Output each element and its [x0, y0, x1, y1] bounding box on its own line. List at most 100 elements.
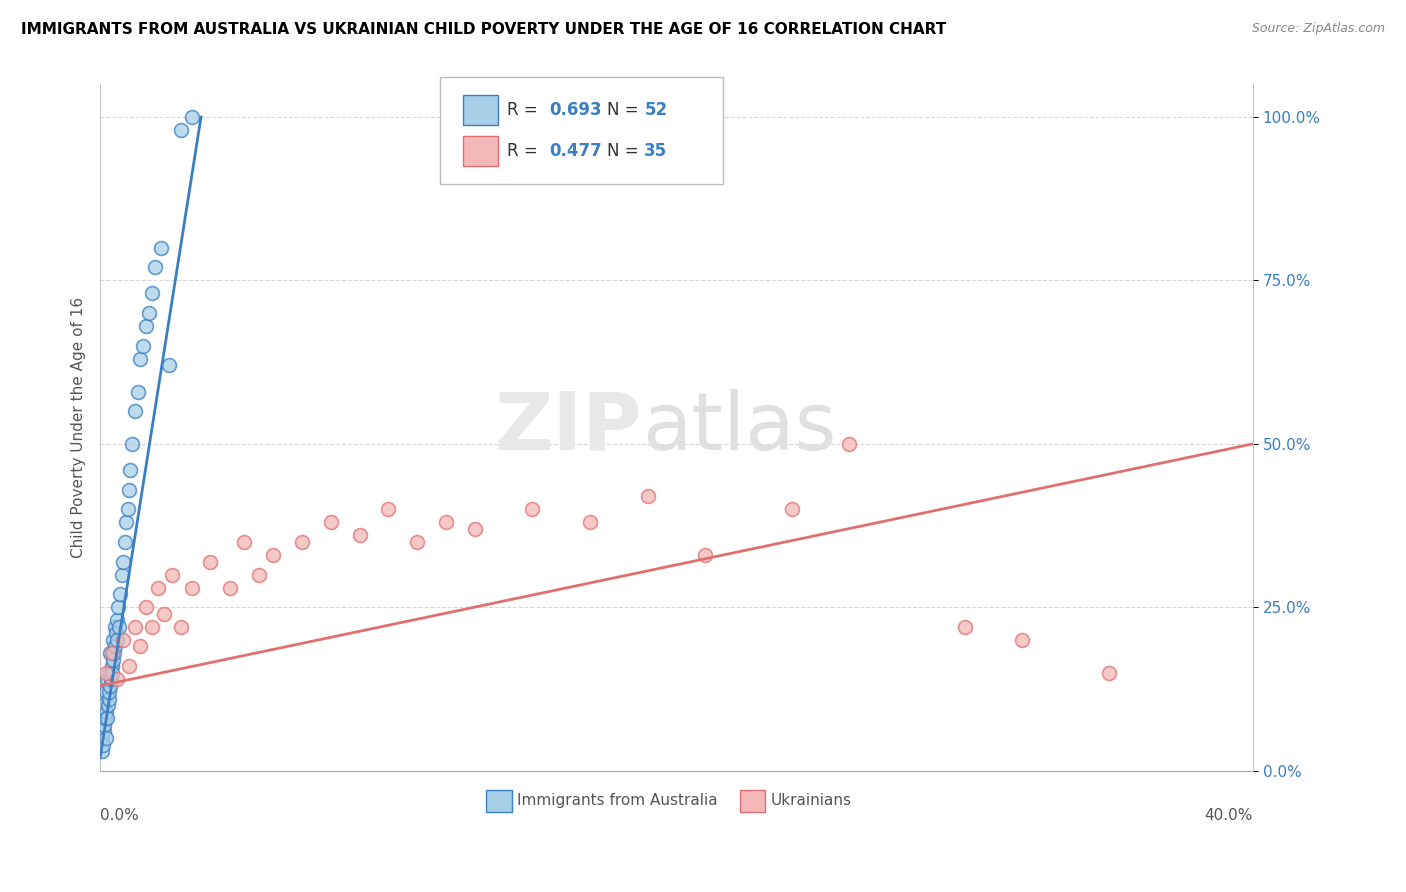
Point	[107, 600, 129, 615]
Point	[135, 600, 157, 615]
Point	[100, 659, 122, 673]
Point	[124, 404, 146, 418]
Point	[120, 463, 142, 477]
Point	[127, 384, 149, 399]
Text: 0.477: 0.477	[550, 142, 603, 160]
Point	[1011, 632, 1033, 647]
Point	[98, 646, 121, 660]
Point	[121, 437, 143, 451]
Text: N =: N =	[607, 142, 644, 160]
Point	[110, 587, 132, 601]
Point	[96, 672, 118, 686]
Point	[262, 548, 284, 562]
Point	[953, 620, 976, 634]
Point	[94, 711, 117, 725]
Point	[104, 626, 127, 640]
Text: R =: R =	[508, 142, 543, 160]
FancyBboxPatch shape	[740, 790, 765, 812]
Point	[97, 691, 120, 706]
Point	[349, 528, 371, 542]
Point	[98, 685, 121, 699]
Point	[780, 502, 803, 516]
Point	[105, 632, 128, 647]
Point	[198, 555, 221, 569]
Point	[135, 319, 157, 334]
Point	[377, 502, 399, 516]
Point	[637, 489, 659, 503]
Point	[103, 640, 125, 654]
Point	[124, 620, 146, 634]
Point	[170, 123, 193, 137]
Point	[141, 286, 163, 301]
FancyBboxPatch shape	[463, 136, 498, 166]
Point	[464, 522, 486, 536]
Point	[100, 672, 122, 686]
Point	[522, 502, 544, 516]
Text: N =: N =	[607, 102, 644, 120]
Point	[90, 744, 112, 758]
Point	[94, 731, 117, 745]
Point	[143, 260, 166, 275]
Point	[101, 652, 124, 666]
Point	[579, 516, 602, 530]
Point	[129, 351, 152, 366]
Point	[170, 620, 193, 634]
Text: 52: 52	[644, 102, 668, 120]
Point	[695, 548, 717, 562]
Point	[101, 665, 124, 680]
Point	[181, 110, 204, 124]
Point	[114, 535, 136, 549]
Point	[101, 632, 124, 647]
Point	[129, 640, 152, 654]
Point	[118, 483, 141, 497]
Point	[160, 567, 183, 582]
Point	[141, 620, 163, 634]
Point	[93, 724, 115, 739]
Point	[152, 607, 174, 621]
Point	[107, 672, 129, 686]
Point	[103, 646, 125, 660]
Point	[118, 659, 141, 673]
Point	[91, 738, 114, 752]
Point	[434, 516, 457, 530]
Text: Ukrainians: Ukrainians	[770, 793, 852, 808]
FancyBboxPatch shape	[440, 78, 723, 184]
Point	[94, 685, 117, 699]
Point	[233, 535, 256, 549]
Point	[107, 613, 129, 627]
Point	[96, 705, 118, 719]
Point	[97, 698, 120, 713]
Text: R =: R =	[508, 102, 543, 120]
Point	[406, 535, 429, 549]
Point	[96, 711, 118, 725]
Text: Source: ZipAtlas.com: Source: ZipAtlas.com	[1251, 22, 1385, 36]
Text: Immigrants from Australia: Immigrants from Australia	[517, 793, 718, 808]
Text: IMMIGRANTS FROM AUSTRALIA VS UKRAINIAN CHILD POVERTY UNDER THE AGE OF 16 CORRELA: IMMIGRANTS FROM AUSTRALIA VS UKRAINIAN C…	[21, 22, 946, 37]
Point	[108, 620, 131, 634]
Point	[98, 679, 121, 693]
Point	[97, 665, 120, 680]
Point	[1098, 665, 1121, 680]
Point	[93, 698, 115, 713]
Point	[149, 241, 172, 255]
Text: 0.693: 0.693	[550, 102, 602, 120]
Y-axis label: Child Poverty Under the Age of 16: Child Poverty Under the Age of 16	[72, 297, 86, 558]
Point	[115, 516, 138, 530]
Point	[111, 567, 134, 582]
Point	[181, 581, 204, 595]
Point	[112, 632, 135, 647]
Point	[112, 555, 135, 569]
Point	[218, 581, 240, 595]
Point	[91, 731, 114, 745]
Point	[146, 581, 169, 595]
Point	[247, 567, 270, 582]
Point	[100, 646, 122, 660]
Point	[157, 359, 180, 373]
Point	[291, 535, 314, 549]
Point	[93, 718, 115, 732]
Text: 40.0%: 40.0%	[1205, 808, 1253, 823]
FancyBboxPatch shape	[463, 95, 498, 126]
Point	[94, 665, 117, 680]
Point	[117, 502, 139, 516]
Text: ZIP: ZIP	[495, 389, 643, 467]
